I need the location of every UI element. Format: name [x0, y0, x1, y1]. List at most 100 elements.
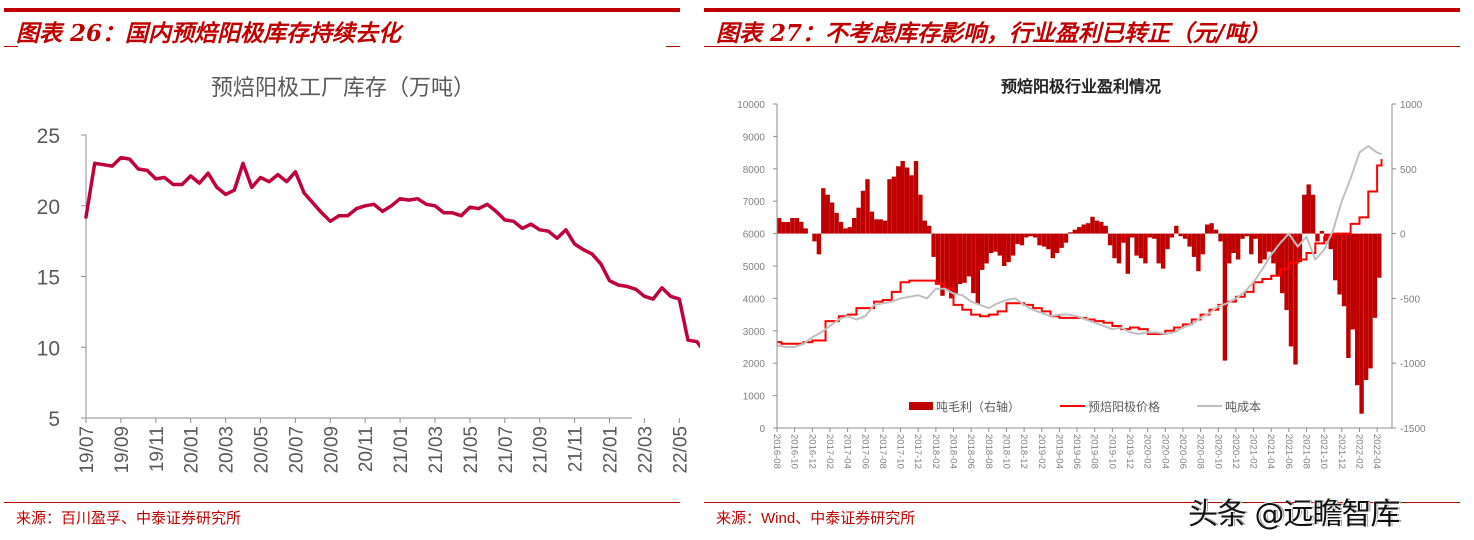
right-y-tick-label: -1500 — [1400, 424, 1426, 435]
x-tick-label: 2017-06 — [859, 434, 870, 469]
source-latin: Wind — [761, 510, 796, 527]
x-tick-label: 21/09 — [531, 426, 552, 474]
figure-27-title: 图表 27：不考虑库存影响，行业盈利已转正（元/吨） — [716, 20, 1271, 47]
x-tick-label: 2020-12 — [1230, 434, 1241, 469]
legend: 吨毛利（右轴） 预焙阳极价格 吨成本 — [909, 399, 1261, 414]
x-tick-label: 2020-06 — [1177, 434, 1188, 469]
x-tick-label: 2018-10 — [1000, 434, 1011, 469]
watermark: 头条 @远瞻智库 — [1188, 497, 1401, 532]
left-y-tick-label: 9000 — [743, 132, 766, 143]
y-tick-label: 10 — [37, 337, 60, 360]
title-right-tick — [666, 46, 680, 47]
x-tick-label: 22/03 — [635, 426, 656, 474]
left-y-tick-label: 7000 — [743, 197, 766, 208]
x-tick-label: 2019-08 — [1089, 434, 1100, 469]
source-rule — [4, 502, 680, 503]
x-tick-label: 2019-10 — [1106, 434, 1117, 469]
x-tick-label: 2016-08 — [771, 434, 782, 469]
x-tick-label: 2017-08 — [877, 434, 888, 469]
x-tick-label: 2021-02 — [1248, 434, 1259, 469]
x-tick-label: 19/11 — [147, 426, 168, 472]
source-suffix: 、中泰证券研究所 — [795, 509, 916, 527]
x-tick-label: 2020-08 — [1195, 434, 1206, 469]
x-tick-label: 21/05 — [461, 426, 482, 474]
x-tick-label: 19/07 — [77, 426, 98, 474]
y-tick-label: 20 — [37, 196, 60, 219]
price-line — [777, 159, 1383, 345]
x-tick-label: 2021-08 — [1301, 434, 1312, 469]
left-y-tick-label: 1000 — [743, 392, 766, 403]
x-tick-label: 2019-04 — [1053, 434, 1064, 469]
legend-label-price: 预焙阳极价格 — [1088, 399, 1160, 414]
x-tick-label: 20/09 — [321, 426, 342, 474]
right-y-tick-label: -500 — [1400, 294, 1420, 305]
profit-combo-chart: 预焙阳极行业盈利情况010002000300040005000600070008… — [737, 77, 1426, 469]
x-tick-label: 20/11 — [356, 426, 377, 472]
x-tick-label: 20/05 — [252, 426, 273, 474]
x-tick-label: 20/01 — [182, 426, 203, 474]
x-tick-label: 2017-02 — [824, 434, 835, 469]
cost-line — [776, 145, 1382, 348]
chart-title: 预焙阳极工厂库存（万吨） — [211, 75, 475, 100]
chart-title: 预焙阳极行业盈利情况 — [1001, 77, 1161, 96]
x-tick-label: 2021-06 — [1283, 434, 1294, 469]
x-tick-label: 2021-04 — [1265, 434, 1276, 469]
left-y-tick-label: 8000 — [743, 165, 766, 176]
x-tick-label: 2018-06 — [965, 434, 976, 469]
x-tick-label: 20/03 — [217, 426, 238, 474]
x-tick-label: 21/03 — [426, 426, 447, 474]
x-tick-label: 2022-04 — [1371, 434, 1382, 469]
left-y-tick-label: 0 — [759, 424, 765, 435]
figure-27-panel: 图表 27：不考虑库存影响，行业盈利已转正（元/吨） 预焙阳极行业盈利情况 0 10… — [700, 0, 1474, 540]
legend-swatch-profit — [909, 402, 933, 410]
x-tick-label: 20/07 — [286, 426, 307, 474]
legend-label-cost: 吨成本 — [1225, 400, 1261, 414]
left-y-tick-label: 3000 — [743, 327, 766, 338]
x-tick-label: 2016-12 — [806, 434, 817, 469]
source-note: 来源：百川盈孚、中泰证券研究所 — [16, 509, 242, 527]
x-tick-label: 2018-04 — [948, 434, 959, 469]
x-tick-label: 2017-12 — [912, 434, 923, 469]
x-tick-label: 2021-12 — [1336, 434, 1347, 469]
title-top-rule — [704, 8, 1460, 12]
inventory-line-chart: 预焙阳极工厂库存（万吨） 5 10 15 20 25 19/07 19/09 19/11 20/0… — [37, 75, 700, 474]
y-tick-label: 25 — [37, 125, 60, 148]
x-tick-label: 2021-10 — [1318, 434, 1329, 469]
left-y-tick-label: 5000 — [743, 262, 766, 273]
left-y-tick-label: 10000 — [737, 100, 765, 111]
x-tick-label: 2017-04 — [842, 434, 853, 469]
source-note: 来源：Wind、中泰证券研究所 — [716, 507, 915, 528]
right-y-tick-label: 0 — [1400, 230, 1406, 241]
x-tick-label: 21/07 — [496, 426, 517, 474]
y-tick-label: 15 — [37, 267, 60, 290]
x-tick-label: 2017-10 — [895, 434, 906, 469]
x-tick-label: 22/05 — [670, 426, 691, 474]
right-y-tick-label: 500 — [1400, 165, 1417, 176]
title-top-rule — [4, 8, 680, 12]
x-tick-label: 22/01 — [601, 426, 622, 474]
legend-label-profit: 吨毛利（右轴） — [936, 399, 1020, 414]
source-rule — [704, 502, 1460, 503]
profit-bars — [777, 161, 1382, 414]
x-tick-label: 2016-10 — [789, 434, 800, 469]
x-tick-label: 2019-02 — [1036, 434, 1047, 469]
x-tick-label: 2020-02 — [1142, 434, 1153, 469]
x-tick-label: 2020-04 — [1159, 434, 1170, 469]
y-tick-label: 5 — [48, 408, 60, 431]
x-tick-label: 2022-02 — [1353, 434, 1364, 469]
right-y-tick-label: 1000 — [1400, 100, 1423, 111]
x-tick-label: 2020-10 — [1212, 434, 1223, 469]
left-y-tick-label: 4000 — [743, 294, 766, 305]
title-underline — [704, 46, 1460, 47]
title-left-tick — [4, 46, 18, 47]
x-tick-label: 2018-12 — [1018, 434, 1029, 469]
x-tick-label: 2019-12 — [1124, 434, 1135, 469]
x-tick-label: 19/09 — [112, 426, 133, 474]
x-tick-label: 2018-08 — [983, 434, 994, 469]
right-y-tick-label: -1000 — [1400, 359, 1426, 370]
left-y-tick-label: 6000 — [743, 230, 766, 241]
figure-26-title: 图表 26：国内预焙阳极库存持续去化 — [16, 20, 402, 47]
x-tick-label: 21/01 — [391, 426, 412, 474]
left-y-tick-label: 2000 — [743, 359, 766, 370]
source-prefix: 来源： — [716, 509, 762, 527]
